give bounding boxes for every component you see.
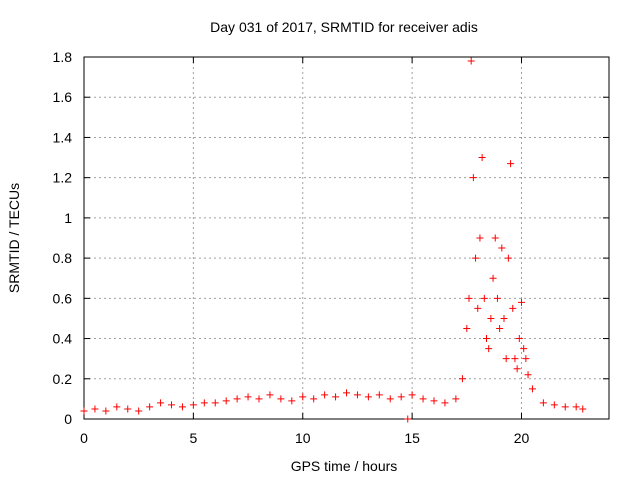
- data-point: [178, 403, 186, 411]
- y-tick-label: 0.6: [53, 290, 73, 306]
- data-point: [513, 365, 521, 373]
- y-tick-label: 0: [64, 411, 72, 427]
- y-tick-labels: 0 0.2 0.4 0.6 0.8 1 1.2 1.4 1.6 1.8: [53, 49, 73, 427]
- data-point: [404, 415, 412, 423]
- data-point: [189, 401, 197, 409]
- data-point: [507, 160, 515, 168]
- y-tick-label: 1.2: [53, 170, 73, 186]
- data-point: [135, 407, 143, 415]
- plot-frame: [83, 56, 610, 420]
- data-point: [353, 391, 361, 399]
- data-point: [474, 304, 482, 312]
- data-point: [478, 154, 486, 162]
- data-point: [463, 325, 471, 332]
- data-point: [375, 391, 383, 399]
- data-point: [520, 345, 528, 353]
- data-point: [522, 355, 530, 363]
- data-point: [524, 371, 532, 379]
- y-tick-label: 1.8: [53, 49, 73, 65]
- data-point: [465, 294, 473, 302]
- data-point: [496, 325, 504, 332]
- data-point: [528, 385, 536, 393]
- data-point: [146, 403, 154, 411]
- data-point: [168, 401, 175, 409]
- data-point: [277, 395, 285, 403]
- data-point: [483, 335, 490, 343]
- data-point: [255, 395, 263, 403]
- data-point: [364, 393, 372, 401]
- data-point: [480, 294, 488, 302]
- chart-title: Day 031 of 2017, SRMTID for receiver adi…: [210, 19, 478, 35]
- data-point: [489, 274, 497, 282]
- data-point: [124, 405, 132, 413]
- data-point: [233, 395, 241, 403]
- data-points: [80, 57, 587, 423]
- data-point: [458, 375, 466, 383]
- data-point: [244, 393, 252, 401]
- y-tick-label: 0.8: [53, 250, 73, 266]
- x-tick-label: 20: [514, 430, 530, 446]
- data-point: [504, 254, 512, 262]
- data-point: [430, 397, 438, 405]
- data-point: [579, 405, 587, 413]
- data-point: [572, 403, 580, 411]
- data-point: [502, 355, 510, 363]
- tick-marks: [83, 56, 609, 420]
- data-point: [515, 335, 523, 343]
- data-point: [491, 234, 499, 242]
- data-point: [157, 399, 165, 407]
- data-point: [397, 393, 405, 401]
- grid-lines: [84, 57, 609, 419]
- x-tick-label: 10: [295, 430, 311, 446]
- data-point: [493, 294, 501, 302]
- data-point: [310, 395, 318, 403]
- data-point: [550, 401, 558, 409]
- data-point: [561, 403, 569, 411]
- data-point: [500, 314, 508, 322]
- x-tick-label: 15: [404, 430, 420, 446]
- y-tick-label: 0.4: [53, 331, 73, 347]
- data-point: [113, 403, 121, 411]
- data-point: [476, 234, 484, 242]
- x-tick-labels: 0 5 10 15 20: [80, 430, 529, 446]
- data-point: [408, 391, 416, 399]
- data-point: [102, 407, 110, 415]
- data-point: [288, 397, 296, 405]
- data-point: [452, 395, 460, 403]
- data-point: [200, 399, 208, 407]
- data-point: [511, 355, 519, 363]
- y-tick-label: 1.4: [53, 129, 73, 145]
- data-point: [485, 345, 493, 353]
- data-point: [91, 405, 99, 413]
- data-point: [80, 407, 88, 415]
- x-axis-title: GPS time / hours: [291, 458, 398, 474]
- data-point: [472, 254, 480, 262]
- data-point: [386, 395, 394, 403]
- data-point: [441, 399, 449, 407]
- data-point: [498, 244, 506, 252]
- x-tick-label: 0: [80, 430, 88, 446]
- y-axis-title: SRMTID / TECUs: [6, 183, 22, 293]
- data-point: [321, 391, 329, 399]
- data-point: [343, 389, 350, 397]
- data-point: [487, 314, 495, 322]
- y-tick-label: 0.2: [53, 371, 73, 387]
- y-tick-label: 1.6: [53, 89, 73, 105]
- data-point: [518, 298, 525, 306]
- y-tick-label: 1: [64, 210, 72, 226]
- data-point: [222, 397, 230, 405]
- data-point: [332, 393, 340, 401]
- x-tick-label: 5: [189, 430, 197, 446]
- data-point: [211, 399, 219, 407]
- data-point: [299, 393, 307, 401]
- data-point: [469, 174, 477, 182]
- data-point: [419, 395, 427, 403]
- data-point: [509, 304, 517, 312]
- data-point: [266, 391, 274, 399]
- data-point: [467, 57, 475, 65]
- data-point: [539, 399, 547, 407]
